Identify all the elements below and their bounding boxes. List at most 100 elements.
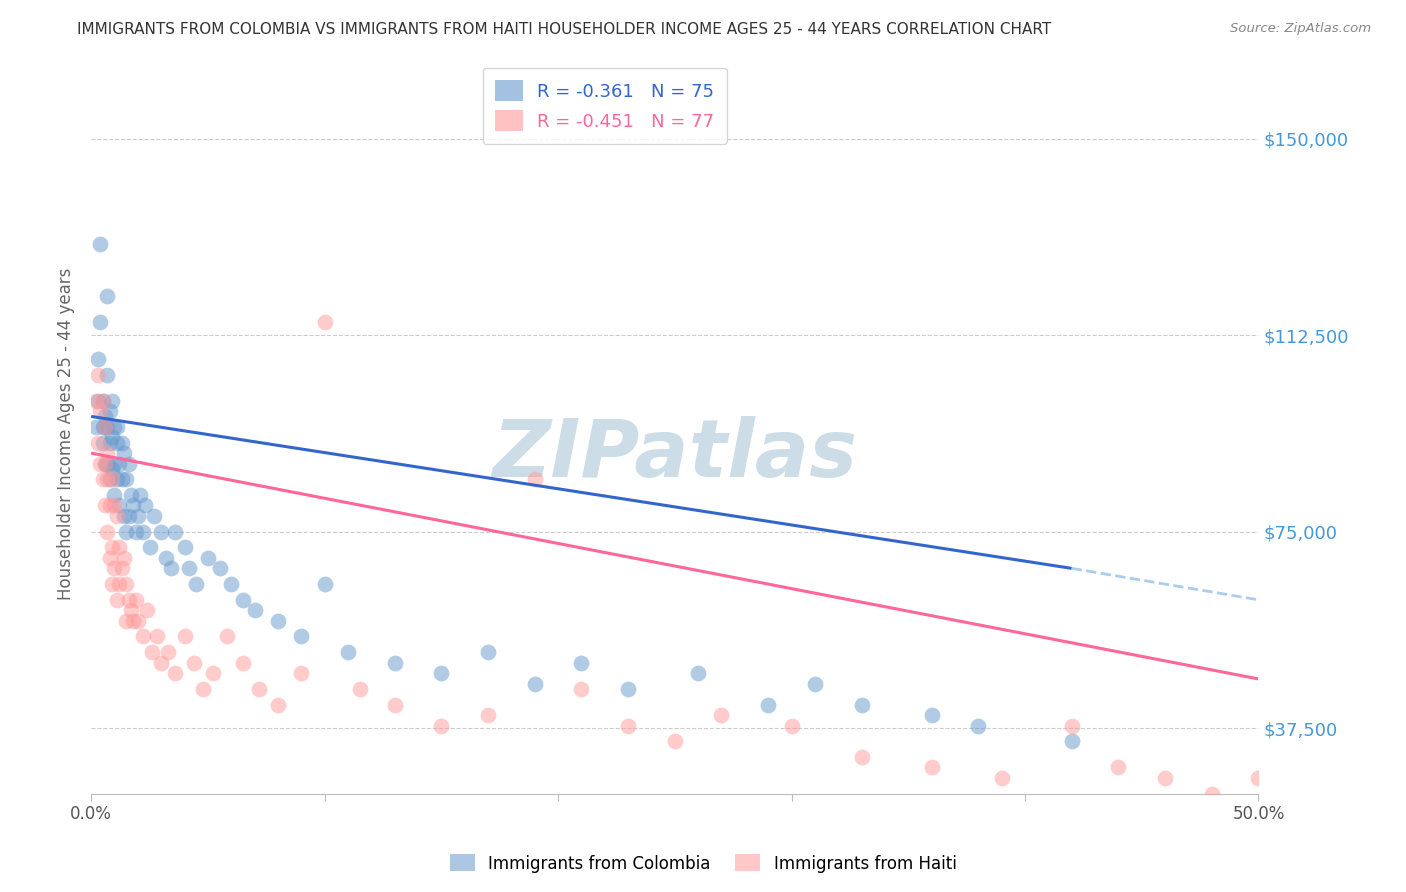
Point xyxy=(98,499,121,513)
Point xyxy=(105,508,128,523)
Point xyxy=(173,541,195,555)
Point xyxy=(219,577,242,591)
Point xyxy=(94,409,117,424)
Point xyxy=(165,666,187,681)
Point xyxy=(1294,802,1316,816)
Point xyxy=(967,718,990,732)
Point xyxy=(101,577,124,591)
Point xyxy=(94,457,117,471)
Point xyxy=(523,676,546,690)
Point xyxy=(115,472,138,486)
Point xyxy=(243,603,266,617)
Point xyxy=(98,550,121,565)
Point xyxy=(921,760,943,774)
Point xyxy=(523,472,546,486)
Point xyxy=(314,577,336,591)
Point xyxy=(290,666,312,681)
Point xyxy=(101,472,124,486)
Point xyxy=(201,666,224,681)
Point xyxy=(1154,771,1177,785)
Point xyxy=(129,488,152,502)
Point xyxy=(120,488,142,502)
Point xyxy=(267,698,290,712)
Point xyxy=(101,541,124,555)
Point xyxy=(96,420,118,434)
Point xyxy=(103,488,125,502)
Point xyxy=(1223,802,1246,816)
Point xyxy=(990,771,1012,785)
Point xyxy=(89,404,111,418)
Legend: R = -0.361   N = 75, R = -0.451   N = 77: R = -0.361 N = 75, R = -0.451 N = 77 xyxy=(482,68,727,144)
Point xyxy=(101,393,124,408)
Point xyxy=(127,508,149,523)
Point xyxy=(120,603,142,617)
Point xyxy=(94,457,117,471)
Point xyxy=(349,681,371,696)
Point xyxy=(96,524,118,539)
Point xyxy=(89,457,111,471)
Point xyxy=(290,630,312,644)
Point xyxy=(571,681,593,696)
Point xyxy=(384,698,406,712)
Point xyxy=(96,457,118,471)
Point xyxy=(131,524,153,539)
Point xyxy=(108,499,131,513)
Point xyxy=(617,718,640,732)
Point xyxy=(336,645,359,659)
Point xyxy=(87,435,110,450)
Point xyxy=(247,681,270,696)
Point xyxy=(1340,823,1362,838)
Point xyxy=(105,420,128,434)
Point xyxy=(173,630,195,644)
Point xyxy=(159,561,181,575)
Point xyxy=(89,315,111,329)
Point xyxy=(98,404,121,418)
Point xyxy=(105,592,128,607)
Point xyxy=(94,420,117,434)
Point xyxy=(150,524,173,539)
Point xyxy=(756,698,779,712)
Point xyxy=(96,446,118,460)
Point xyxy=(1060,718,1083,732)
Point xyxy=(138,541,160,555)
Point xyxy=(101,430,124,444)
Point xyxy=(103,420,125,434)
Point xyxy=(117,457,139,471)
Point xyxy=(186,577,208,591)
Point xyxy=(105,472,128,486)
Point xyxy=(115,614,138,628)
Point xyxy=(921,708,943,723)
Point xyxy=(96,368,118,382)
Point xyxy=(314,315,336,329)
Point xyxy=(165,524,187,539)
Point xyxy=(157,645,180,659)
Point xyxy=(91,393,114,408)
Point xyxy=(430,718,453,732)
Point xyxy=(710,708,733,723)
Point xyxy=(98,435,121,450)
Point xyxy=(1107,760,1129,774)
Point xyxy=(112,446,135,460)
Point xyxy=(103,561,125,575)
Point xyxy=(1317,813,1340,827)
Point xyxy=(98,472,121,486)
Point xyxy=(91,420,114,434)
Point xyxy=(117,592,139,607)
Point xyxy=(101,462,124,476)
Point xyxy=(91,472,114,486)
Point xyxy=(1060,734,1083,748)
Point xyxy=(122,614,145,628)
Point xyxy=(110,561,132,575)
Point xyxy=(1388,855,1406,869)
Point xyxy=(91,393,114,408)
Point xyxy=(96,289,118,303)
Point xyxy=(1364,839,1386,854)
Point xyxy=(851,698,873,712)
Point xyxy=(179,561,201,575)
Point xyxy=(150,656,173,670)
Point xyxy=(87,393,110,408)
Point xyxy=(110,472,132,486)
Point xyxy=(1201,787,1223,801)
Point xyxy=(851,750,873,764)
Point xyxy=(141,645,163,659)
